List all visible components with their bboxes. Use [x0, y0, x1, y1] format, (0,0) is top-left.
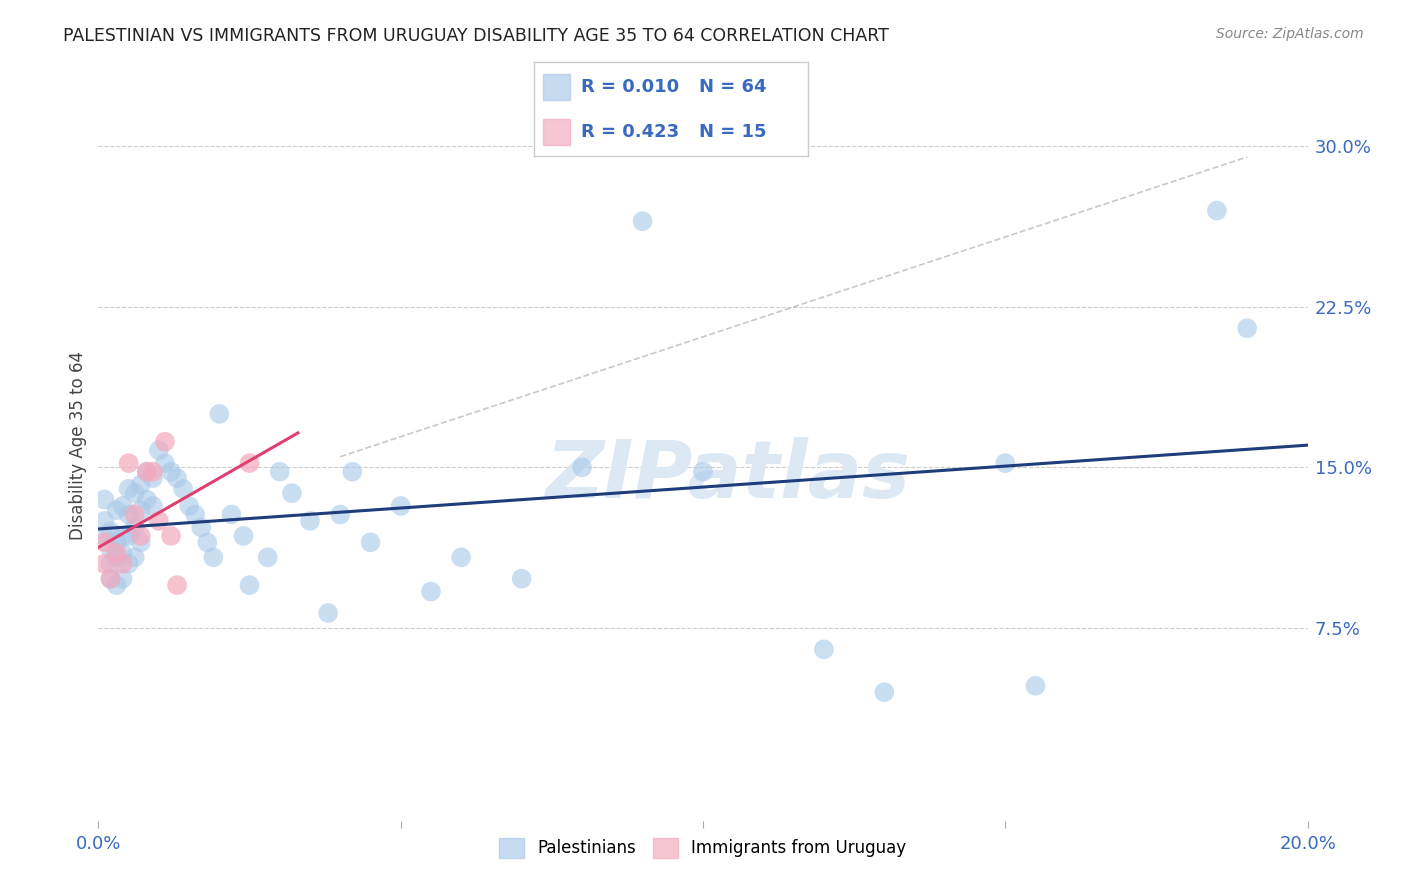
Point [510, 572, 533, 586]
Point [184, 508, 207, 522]
Point [692, 465, 714, 479]
Point [124, 508, 146, 522]
Point [129, 535, 152, 549]
FancyBboxPatch shape [543, 74, 569, 100]
Point [135, 465, 157, 479]
Text: ZIPatlas: ZIPatlas [544, 437, 910, 515]
Point [420, 584, 443, 599]
Point [631, 214, 654, 228]
Point [129, 503, 152, 517]
Point [111, 546, 134, 560]
Point [118, 529, 141, 543]
Text: PALESTINIAN VS IMMIGRANTS FROM URUGUAY DISABILITY AGE 35 TO 64 CORRELATION CHART: PALESTINIAN VS IMMIGRANTS FROM URUGUAY D… [63, 27, 889, 45]
Point [1236, 321, 1258, 335]
Text: Source: ZipAtlas.com: Source: ZipAtlas.com [1216, 27, 1364, 41]
Point [148, 443, 170, 458]
Point [166, 578, 188, 592]
Point [1206, 203, 1229, 218]
Point [316, 606, 339, 620]
Point [221, 508, 243, 522]
Point [111, 572, 134, 586]
Point [142, 499, 165, 513]
Point [118, 508, 141, 522]
Point [160, 529, 183, 543]
Y-axis label: Disability Age 35 to 64: Disability Age 35 to 64 [69, 351, 87, 541]
Point [153, 456, 176, 470]
Point [360, 535, 382, 549]
Point [994, 456, 1017, 470]
Point [118, 557, 141, 571]
Text: R = 0.423: R = 0.423 [581, 123, 679, 141]
Point [93, 529, 115, 543]
Point [142, 465, 165, 479]
Point [135, 465, 157, 479]
Point [100, 572, 122, 586]
Point [1024, 679, 1046, 693]
Point [195, 535, 218, 549]
Point [342, 465, 364, 479]
Point [239, 456, 262, 470]
Point [232, 529, 254, 543]
Text: N = 15: N = 15 [699, 123, 766, 141]
Point [142, 471, 165, 485]
Point [93, 492, 115, 507]
Point [281, 486, 304, 500]
Point [190, 520, 212, 534]
Point [239, 578, 262, 592]
Point [571, 460, 593, 475]
Point [124, 486, 146, 500]
Point [389, 499, 412, 513]
Point [166, 471, 188, 485]
Point [148, 514, 170, 528]
Point [329, 508, 352, 522]
Text: N = 64: N = 64 [699, 78, 766, 95]
Point [105, 550, 128, 565]
Point [93, 557, 115, 571]
Point [111, 557, 134, 571]
Point [118, 456, 141, 470]
Point [93, 535, 115, 549]
Point [256, 550, 278, 565]
Point [105, 503, 128, 517]
Point [129, 529, 152, 543]
Point [813, 642, 835, 657]
Point [269, 465, 291, 479]
Point [873, 685, 896, 699]
Point [208, 407, 231, 421]
Point [135, 492, 157, 507]
Point [105, 546, 128, 560]
Point [124, 520, 146, 534]
Point [100, 557, 122, 571]
Point [105, 578, 128, 592]
Point [153, 434, 176, 449]
Point [129, 477, 152, 491]
Point [118, 482, 141, 496]
Point [111, 529, 134, 543]
Point [202, 550, 225, 565]
Point [160, 465, 183, 479]
Point [100, 524, 122, 539]
Text: R = 0.010: R = 0.010 [581, 78, 679, 95]
Point [111, 499, 134, 513]
Point [100, 541, 122, 556]
Point [450, 550, 472, 565]
Point [100, 572, 122, 586]
Point [105, 535, 128, 549]
Point [299, 514, 322, 528]
Point [179, 499, 201, 513]
FancyBboxPatch shape [543, 119, 569, 145]
Point [172, 482, 194, 496]
Legend: Palestinians, Immigrants from Uruguay: Palestinians, Immigrants from Uruguay [492, 831, 914, 864]
Point [124, 550, 146, 565]
Point [93, 514, 115, 528]
